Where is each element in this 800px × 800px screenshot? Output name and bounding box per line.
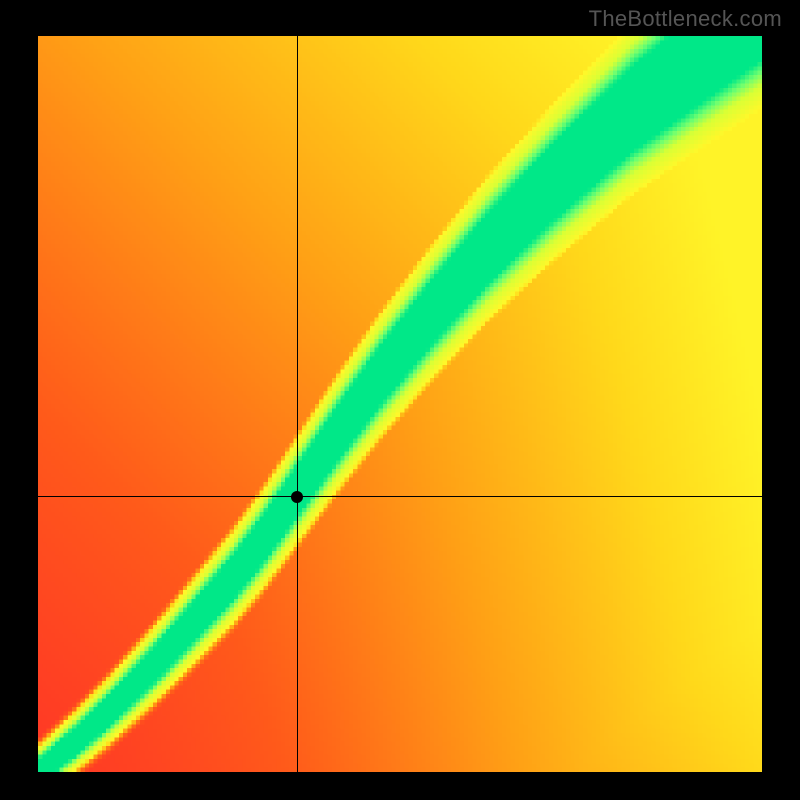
heatmap-plot [38, 36, 762, 772]
heatmap-canvas [38, 36, 762, 772]
crosshair-marker [291, 491, 303, 503]
watermark-text: TheBottleneck.com [589, 6, 782, 32]
crosshair-horizontal [38, 496, 762, 497]
crosshair-vertical [297, 36, 298, 772]
